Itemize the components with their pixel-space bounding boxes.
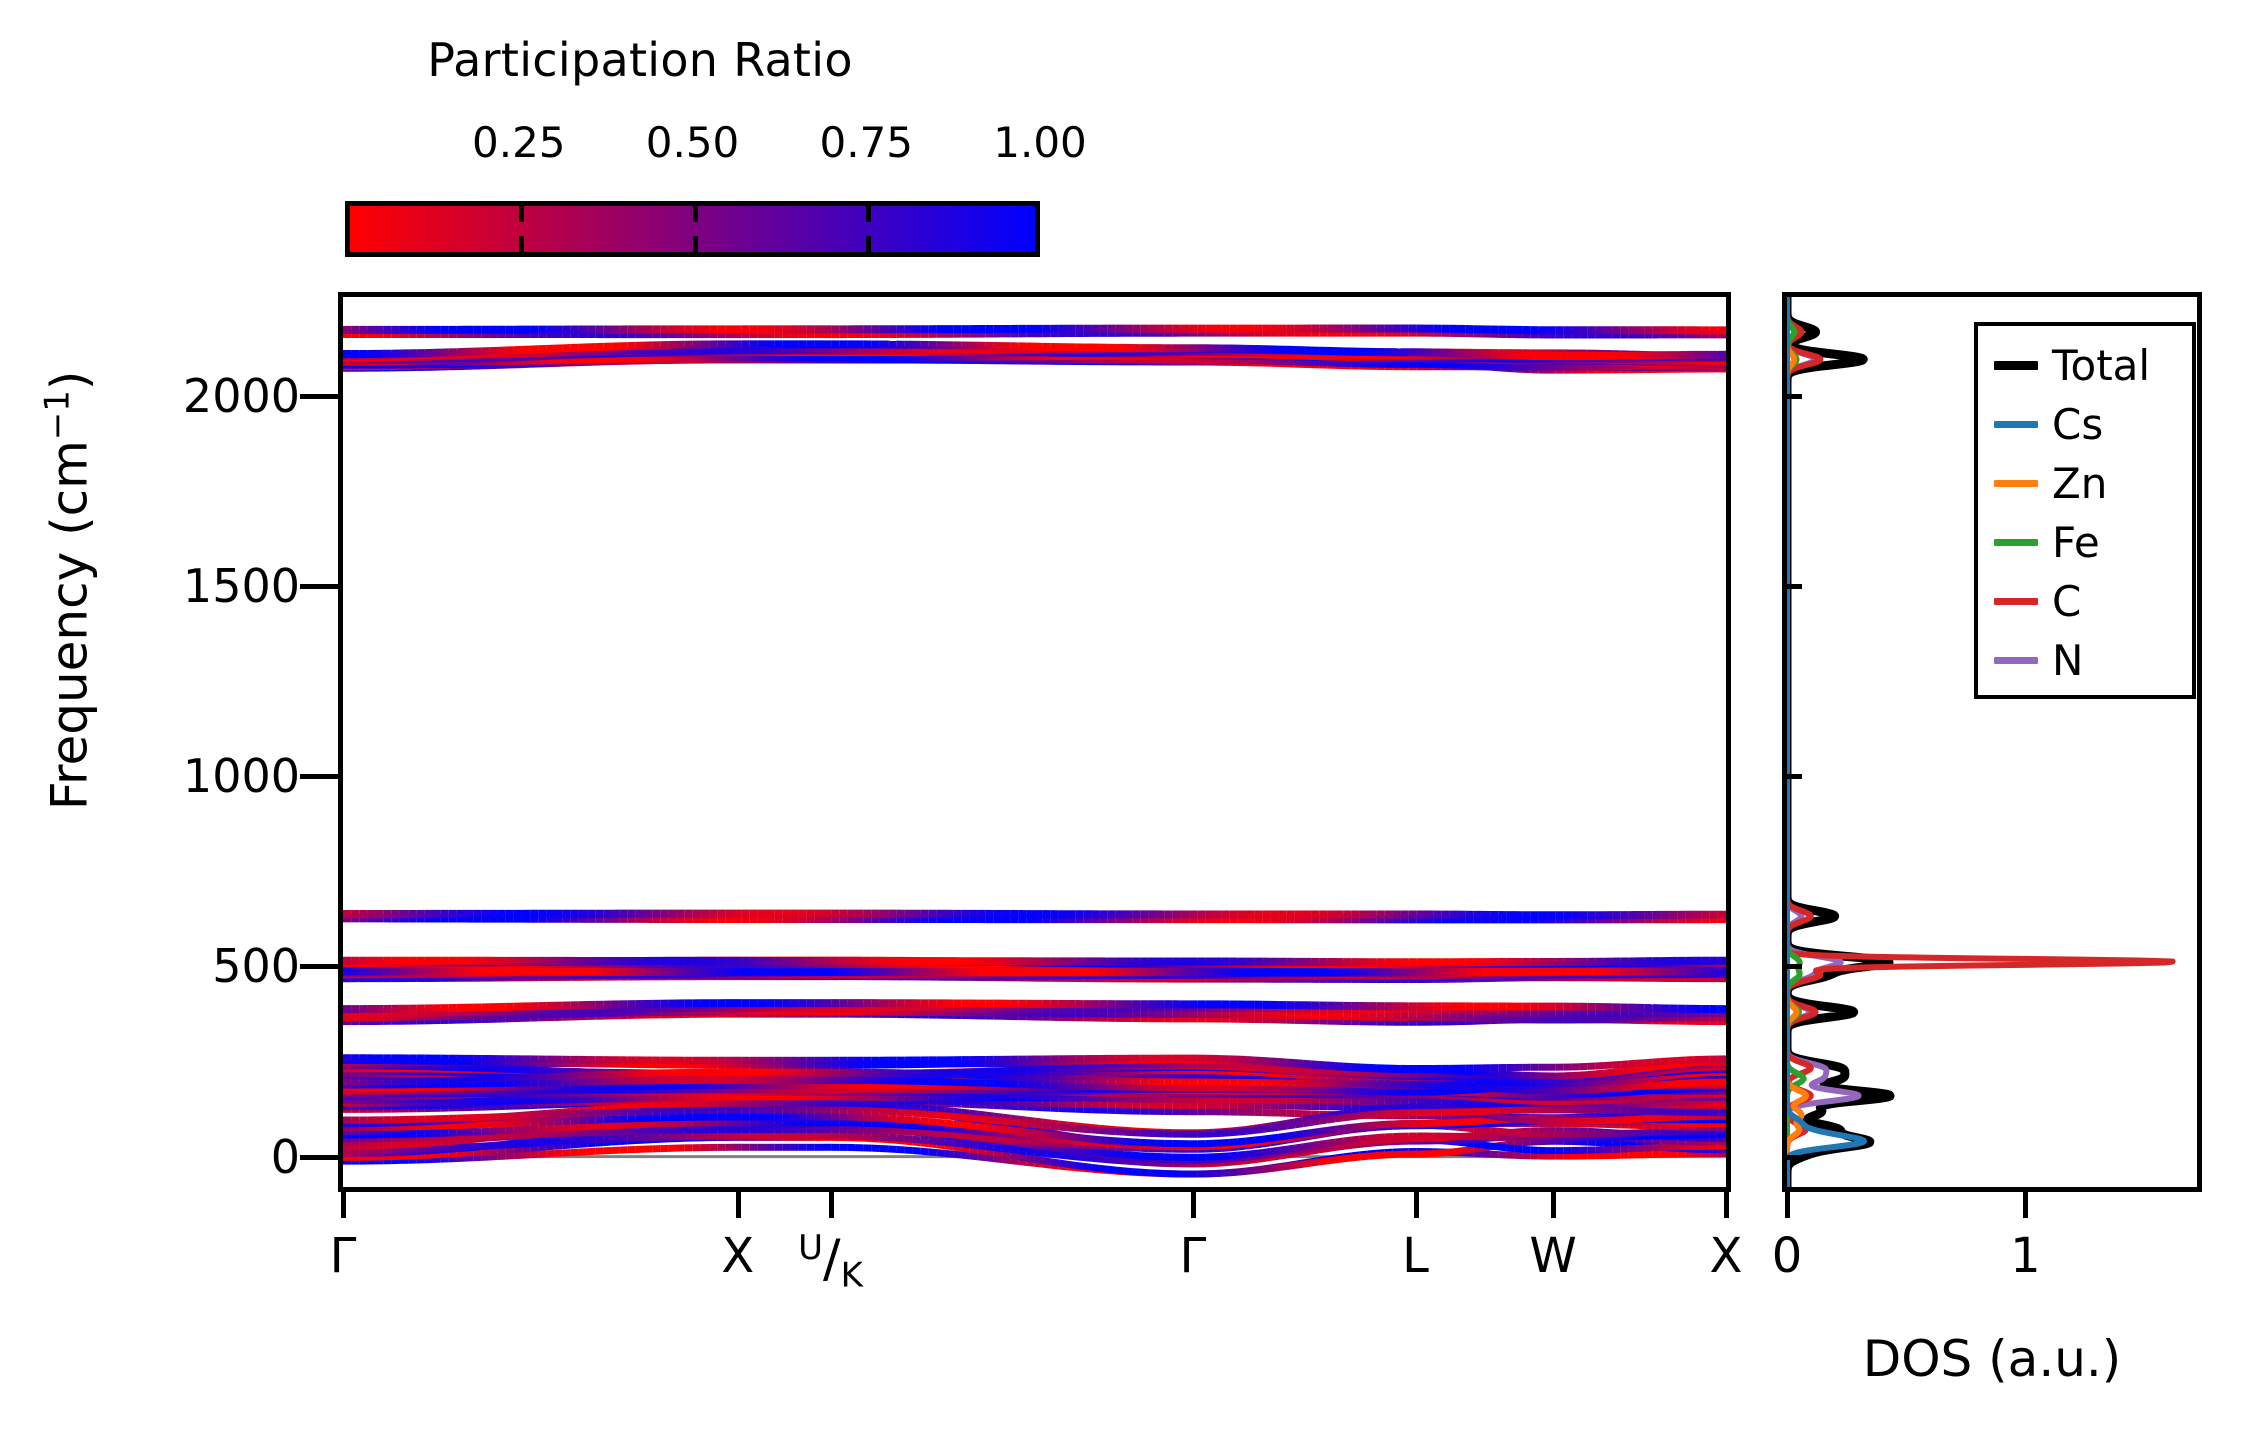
colorbar-title: Participation Ratio — [427, 33, 853, 87]
colorbar — [345, 201, 1040, 257]
y-axis-title-tail: ) — [40, 370, 99, 391]
colorbar-tick-mark — [692, 206, 698, 222]
band-y-tick-label: 1000 — [182, 749, 300, 804]
band-group — [343, 340, 1726, 374]
phonon-band-structure-panel — [338, 292, 1731, 1192]
y-axis-title-text: Frequency (cm — [40, 440, 99, 811]
band-y-tick-label: 0 — [270, 1129, 300, 1184]
band-structure-plot — [343, 324, 1726, 1178]
band-y-axis-title: Frequency (cm−1) — [38, 270, 99, 910]
colorbar-tick-label: 0.50 — [645, 118, 740, 167]
band-group — [343, 999, 1726, 1026]
colorbar-tick-mark — [692, 236, 698, 252]
colorbar-tick-label: 0.75 — [819, 118, 914, 167]
colorbar-tick-mark — [518, 206, 524, 222]
colorbar-tick-mark — [866, 236, 872, 252]
band-y-tick-label: 500 — [212, 939, 300, 994]
band-y-tick-label: 1500 — [182, 559, 300, 614]
colorbar-tick-mark — [518, 236, 524, 252]
band-group — [343, 909, 1726, 924]
band-y-tick-labels: 0 500 1000 1500 2000 — [30, 0, 300, 1455]
colorbar-tick-mark — [866, 206, 872, 222]
band-group — [343, 967, 1726, 983]
colorbar-tick-labels: 0.25 0.50 0.75 1.00 — [245, 118, 1145, 168]
colorbar-tick-label: 0.25 — [471, 118, 566, 167]
band-y-tick-label: 2000 — [182, 368, 300, 423]
y-axis-title-exponent: −1 — [37, 390, 78, 441]
colorbar-tick-label: 1.00 — [993, 118, 1087, 167]
band-group — [343, 324, 1726, 339]
